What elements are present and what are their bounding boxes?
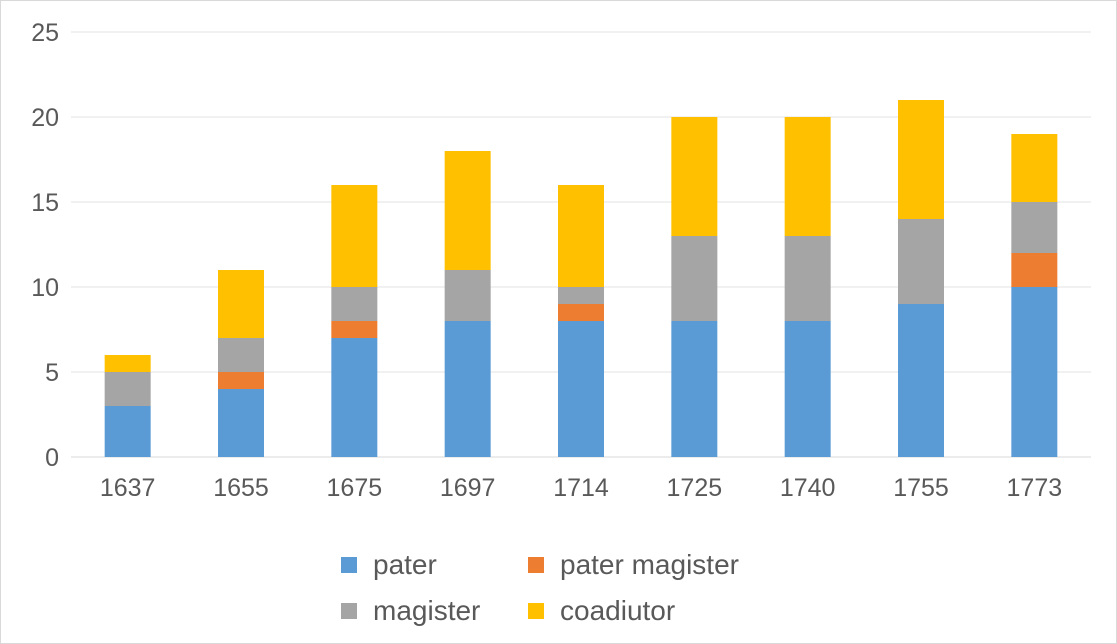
bar-segment-pater	[331, 338, 378, 457]
bar-segment-pater	[671, 321, 718, 457]
bar-segment-coadiutor	[331, 185, 378, 287]
y-tick-label: 15	[31, 189, 59, 217]
legend-swatch	[528, 603, 544, 619]
legend-label: coadiutor	[560, 595, 675, 626]
x-tick-label: 1740	[780, 474, 836, 502]
bar-segment-coadiutor	[671, 117, 718, 236]
bar-segment-magister	[558, 287, 604, 304]
x-tick-label: 1773	[1007, 474, 1063, 502]
y-tick-label: 5	[45, 359, 59, 387]
bar-segment-magister	[671, 236, 718, 321]
bar-segment-magister	[1011, 202, 1058, 253]
x-tick-label: 1725	[667, 474, 723, 502]
bar-segment-coadiutor	[784, 117, 831, 236]
legend-label: pater	[373, 549, 437, 580]
bar-segment-pater-magister	[218, 372, 264, 389]
bar-segment-coadiutor	[1011, 134, 1058, 202]
bar-segment-coadiutor	[898, 100, 944, 219]
x-tick-label: 1655	[213, 474, 269, 502]
y-tick-label: 25	[31, 19, 59, 47]
legend-swatch	[341, 557, 357, 573]
bar-segment-magister	[104, 372, 151, 406]
bar-segment-magister	[444, 270, 491, 321]
bar-segment-pater	[558, 321, 604, 457]
bar-segment-coadiutor	[218, 270, 264, 338]
bar-segment-pater-magister	[558, 304, 604, 321]
y-tick-label: 0	[45, 444, 59, 472]
x-tick-label: 1714	[553, 474, 609, 502]
bar-segment-coadiutor	[558, 185, 604, 287]
y-tick-label: 20	[31, 104, 59, 132]
bar-segment-pater	[444, 321, 491, 457]
bar-segment-pater-magister	[1011, 253, 1058, 287]
x-tick-label: 1697	[440, 474, 496, 502]
bar-segment-pater	[218, 389, 264, 457]
x-tick-label: 1755	[893, 474, 949, 502]
x-tick-label: 1637	[100, 474, 156, 502]
bar-segment-coadiutor	[444, 151, 491, 270]
bar-segment-pater	[104, 406, 151, 457]
bar-segment-magister	[898, 219, 944, 304]
bar-segment-magister	[331, 287, 378, 321]
legend-label: magister	[373, 595, 480, 626]
legend-swatch	[528, 557, 544, 573]
bar-segment-magister	[218, 338, 264, 372]
bar-segment-pater	[784, 321, 831, 457]
bar-segment-coadiutor	[104, 355, 151, 372]
y-tick-label: 10	[31, 274, 59, 302]
legend-label: pater magister	[560, 549, 739, 580]
legend-swatch	[341, 603, 357, 619]
bar-segment-pater-magister	[331, 321, 378, 338]
x-tick-label: 1675	[327, 474, 383, 502]
bar-segment-pater	[1011, 287, 1058, 457]
bar-segment-pater	[898, 304, 944, 457]
bar-segment-magister	[784, 236, 831, 321]
